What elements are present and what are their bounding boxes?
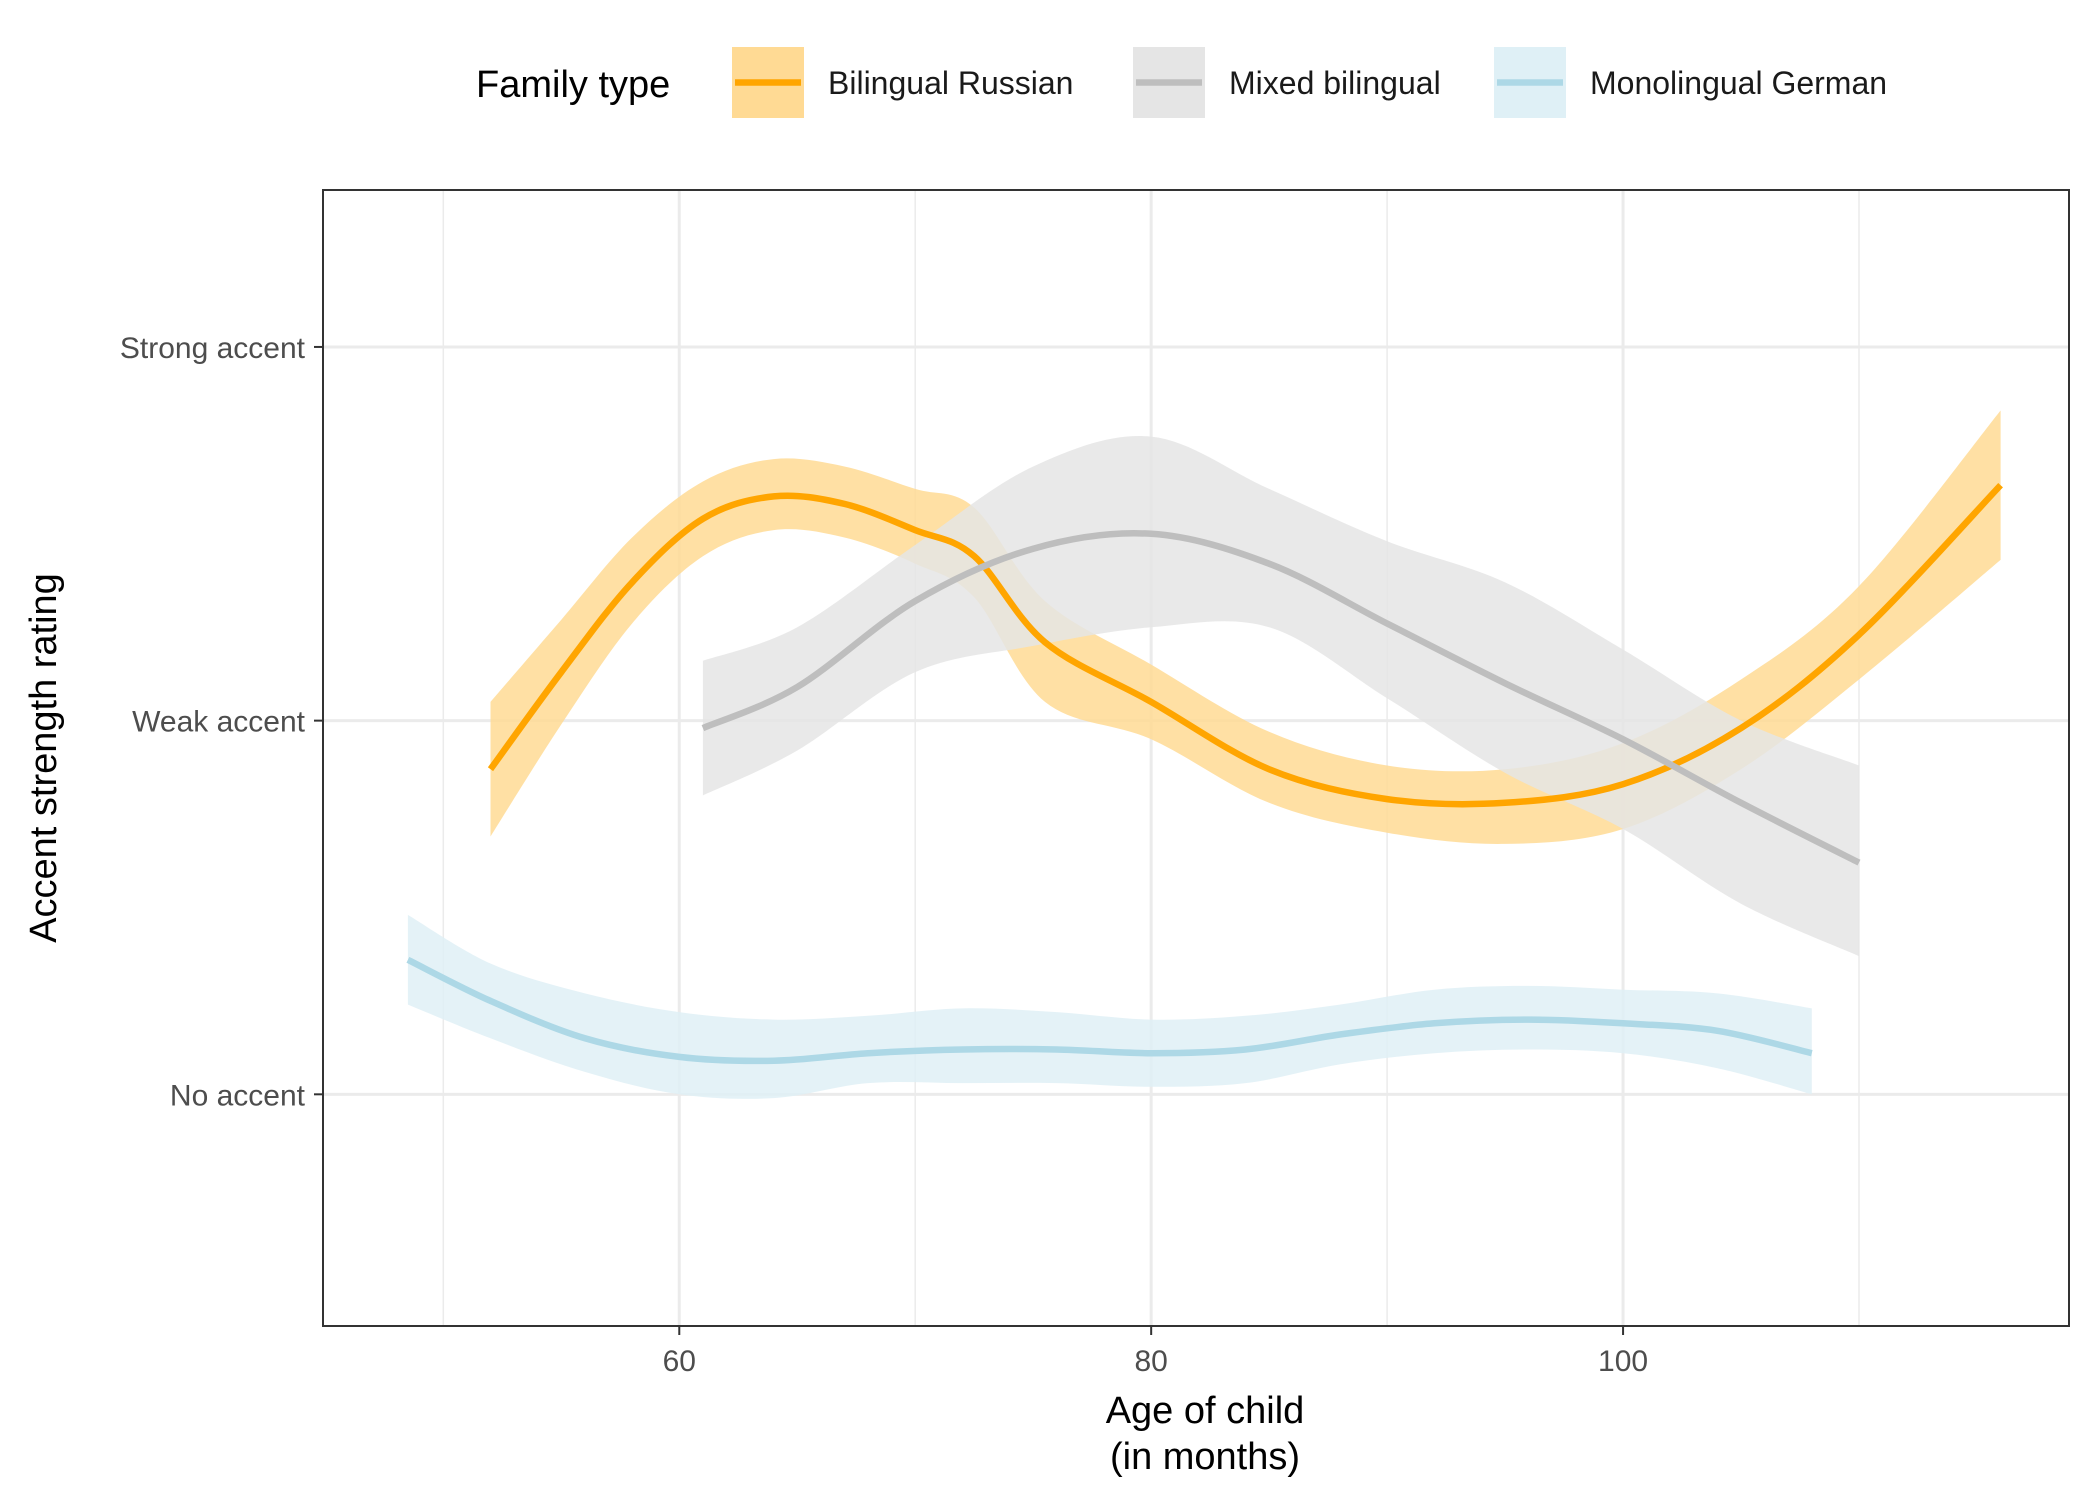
legend-title: Family type xyxy=(476,64,670,106)
confidence-band-2 xyxy=(407,914,1812,1099)
plot-area xyxy=(322,189,2070,1327)
legend-label: Monolingual German xyxy=(1590,65,1887,101)
legend: Family type Bilingual Russian Mixed bilin… xyxy=(476,47,1887,118)
x-tick-label: 80 xyxy=(1134,1345,1167,1378)
y-tick-label: Strong accent xyxy=(120,332,306,365)
legend-item: Mixed bilingual xyxy=(1133,47,1441,118)
series-lines xyxy=(406,482,2003,1065)
x-axis-title-line: Age of child xyxy=(1106,1390,1305,1432)
x-axis-title: Age of child (in months) xyxy=(1106,1390,1305,1478)
y-axis: No accent Weak accent Strong accent xyxy=(120,332,323,1112)
legend-label: Mixed bilingual xyxy=(1229,65,1441,101)
y-tick-label: Weak accent xyxy=(132,706,306,739)
x-tick-label: 100 xyxy=(1598,1345,1648,1378)
legend-item: Monolingual German xyxy=(1494,47,1887,118)
legend-item: Bilingual Russian xyxy=(732,47,1073,118)
series-line-2 xyxy=(406,956,1813,1065)
plot-border xyxy=(322,189,2070,1327)
confidence-band-0 xyxy=(490,410,2001,844)
series-line-1 xyxy=(701,530,1861,866)
series-line-0 xyxy=(487,482,2003,808)
x-axis: 60 80 100 xyxy=(663,1326,1648,1378)
legend-label: Bilingual Russian xyxy=(828,65,1073,101)
x-tick-label: 60 xyxy=(663,1345,696,1378)
legend-items: Bilingual Russian Mixed bilingual Monoling… xyxy=(732,47,1887,118)
y-axis-title: Accent strength rating xyxy=(23,573,65,943)
y-tick-label: No accent xyxy=(170,1079,306,1112)
x-axis-title-line: (in months) xyxy=(1110,1436,1300,1478)
